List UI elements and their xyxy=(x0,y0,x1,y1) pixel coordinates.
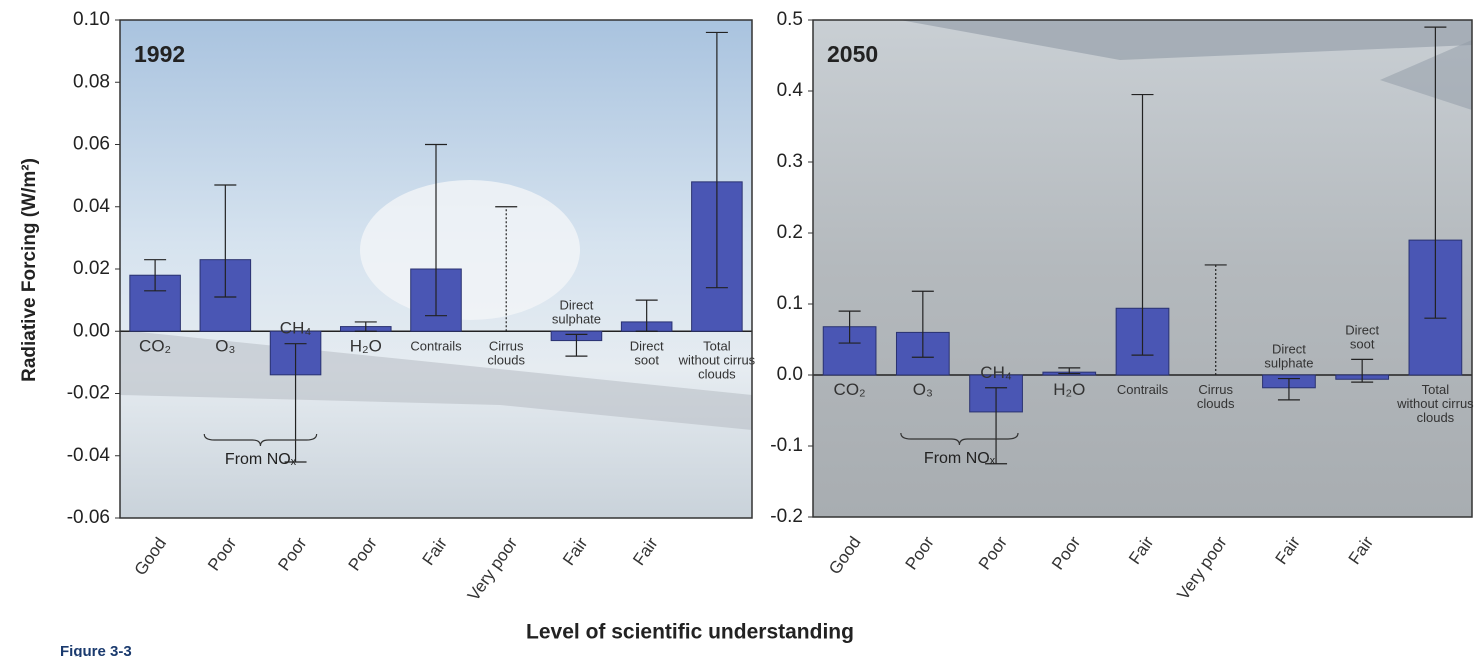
understanding-label: Poor xyxy=(345,534,381,575)
category-label: CO₂ xyxy=(139,337,171,356)
y-tick-label: -0.02 xyxy=(67,383,110,404)
y-tick-label: 0.02 xyxy=(73,258,110,279)
y-tick-label: 0.10 xyxy=(73,9,110,30)
y-tick-label: -0.1 xyxy=(770,435,803,456)
category-label: O₃ xyxy=(215,337,235,356)
understanding-label: Poor xyxy=(902,533,938,574)
figure: Radiative Forcing (W/m²) Level of scient… xyxy=(0,0,1478,657)
category-label: H₂O xyxy=(350,337,382,356)
understanding-label: Fair xyxy=(1125,533,1158,568)
understanding-label: Good xyxy=(131,534,170,579)
understanding-label: Fair xyxy=(629,534,662,569)
category-label: CH₄ xyxy=(280,319,312,338)
category-label: CO₂ xyxy=(834,380,866,399)
category-label: Contrails xyxy=(1117,382,1169,397)
category-label: O₃ xyxy=(913,380,933,399)
panel-title: 1992 xyxy=(134,41,185,67)
y-tick-label: -0.04 xyxy=(67,445,111,466)
x-axis-label: Level of scientific understanding xyxy=(526,621,854,644)
understanding-label: Fair xyxy=(1272,533,1305,568)
y-tick-label: 0.3 xyxy=(777,151,803,172)
panel-title: 2050 xyxy=(827,41,878,67)
y-axis-label: Radiative Forcing (W/m²) xyxy=(19,158,40,382)
understanding-label: Fair xyxy=(1345,533,1378,568)
category-label: CH₄ xyxy=(980,363,1012,382)
y-tick-label: 0.5 xyxy=(777,9,803,30)
y-tick-label: -0.2 xyxy=(770,506,803,527)
understanding-label: Poor xyxy=(975,533,1011,574)
understanding-label: Good xyxy=(825,533,864,578)
y-tick-label: -0.06 xyxy=(67,507,110,528)
understanding-label: Very poor xyxy=(464,534,521,605)
y-tick-label: 0.4 xyxy=(777,80,804,101)
understanding-label: Poor xyxy=(274,534,310,575)
y-tick-label: 0.08 xyxy=(73,71,110,92)
figure-label: Figure 3-3 xyxy=(60,643,132,657)
annotation: From NOₓ xyxy=(225,451,297,468)
y-tick-label: 0.04 xyxy=(73,196,110,217)
understanding-label: Fair xyxy=(419,534,452,569)
y-tick-label: 0.2 xyxy=(777,222,803,243)
cloud xyxy=(360,180,580,320)
category-label: Contrails xyxy=(410,339,462,354)
category-label: H₂O xyxy=(1053,380,1085,399)
y-tick-label: 0.06 xyxy=(73,134,110,155)
understanding-label: Very poor xyxy=(1173,533,1230,604)
y-tick-label: 0.0 xyxy=(777,364,803,385)
annotation: From NOₓ xyxy=(924,450,996,467)
understanding-label: Fair xyxy=(559,534,592,569)
y-tick-label: 0.1 xyxy=(777,293,803,314)
y-tick-label: 0.00 xyxy=(73,320,110,341)
understanding-label: Poor xyxy=(204,534,240,575)
understanding-label: Poor xyxy=(1048,533,1084,574)
